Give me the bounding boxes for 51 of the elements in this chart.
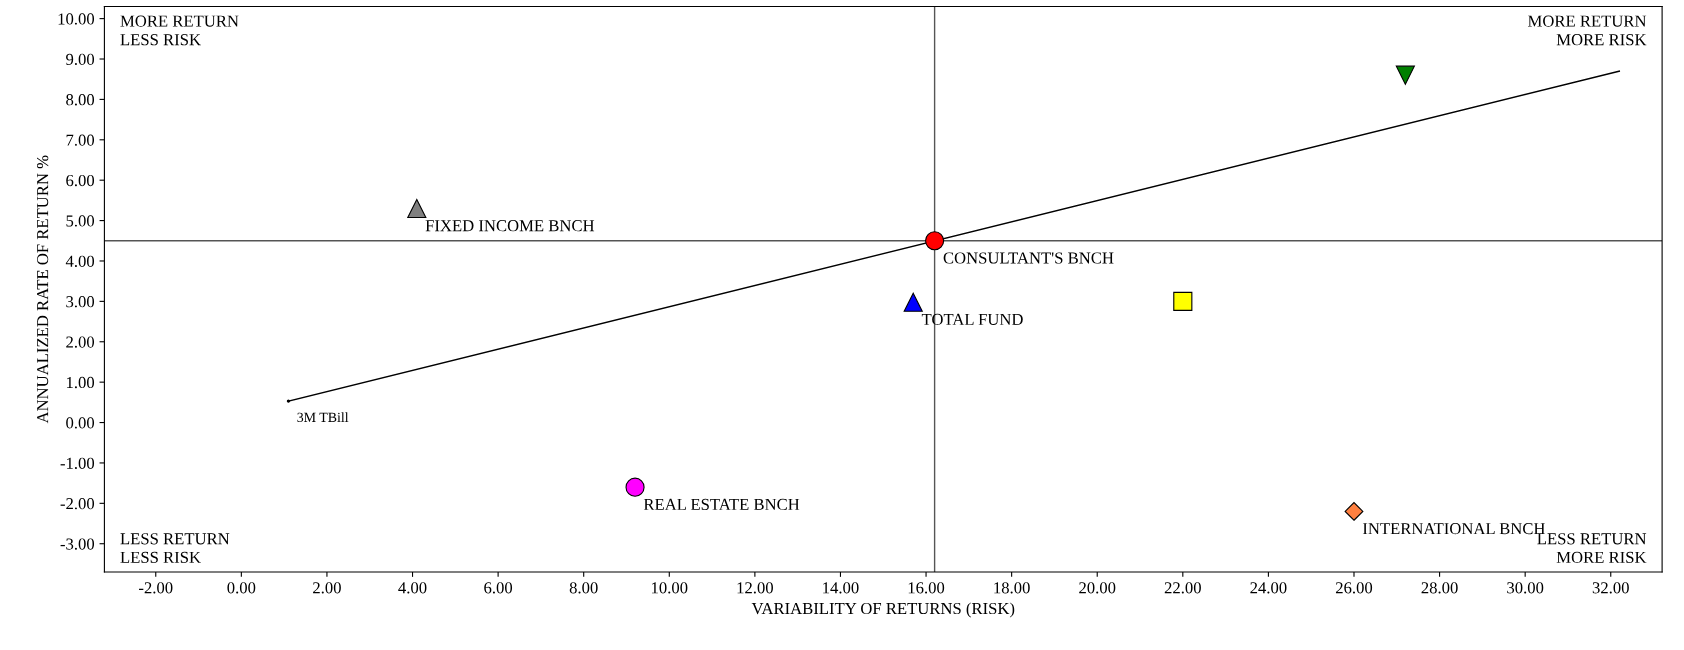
point — [925, 231, 945, 251]
annotation: MORE RETURN MORE RISK — [1528, 15, 1647, 46]
y-tick-label: 7.00 — [66, 134, 95, 146]
y-tick-label: -1.00 — [60, 457, 95, 469]
y-tick-label: 2.00 — [66, 336, 95, 348]
y-tick-label: 10.00 — [58, 13, 95, 25]
x-tick-label: 14.00 — [823, 582, 859, 594]
point — [286, 399, 291, 403]
x-axis-title: VARIABILITY OF RETURNS (RISK) — [751, 602, 1015, 618]
series-label: 3M TBill — [297, 412, 349, 423]
y-axis-title: ANNUALIZED RATE OF RETURN % — [37, 155, 49, 424]
x-tick-label: 12.00 — [737, 582, 773, 594]
series-label: FIXED INCOME BNCH — [425, 220, 595, 232]
y-tick-label: 0.00 — [66, 417, 95, 429]
series-label: REAL ESTATE BNCH — [643, 498, 800, 511]
point — [1344, 502, 1364, 521]
x-tick-label: 20.00 — [1079, 582, 1116, 594]
y-tick-label: 6.00 — [66, 174, 95, 187]
y-tick-label: 3.00 — [66, 296, 95, 308]
x-tick-label: 10.00 — [652, 582, 688, 594]
x-tick-label: 4.00 — [398, 582, 427, 594]
x-tick-label: -2.00 — [139, 582, 173, 594]
x-tick-label: 8.00 — [569, 582, 598, 594]
series-label: INTERNATIONAL BNCH — [1362, 523, 1545, 535]
y-tick-label: 5.00 — [66, 215, 95, 227]
annotation: LESS RETURN MORE RISK — [1537, 533, 1647, 563]
x-tick-label: 32.00 — [1592, 582, 1629, 594]
x-tick-label: 30.00 — [1507, 582, 1544, 594]
annotation: MORE RETURN LESS RISK — [120, 15, 239, 46]
y-tick-label: 8.00 — [66, 94, 95, 106]
point — [625, 477, 645, 497]
x-tick-label: 18.00 — [994, 582, 1030, 594]
point — [903, 292, 923, 312]
x-tick-label: 22.00 — [1164, 582, 1201, 594]
annotation: LESS RETURN LESS RISK — [120, 533, 230, 563]
y-tick-label: 1.00 — [66, 376, 95, 389]
point — [1395, 65, 1415, 85]
x-tick-label: 2.00 — [313, 582, 341, 594]
y-tick-label: 4.00 — [65, 255, 95, 267]
x-tick-label: 28.00 — [1421, 582, 1458, 594]
x-tick-label: 26.00 — [1335, 582, 1373, 594]
y-tick-label: 9.00 — [66, 53, 95, 66]
x-tick-label: 6.00 — [484, 582, 513, 594]
point — [407, 198, 427, 219]
y-tick-label: -3.00 — [60, 538, 95, 550]
point — [1173, 291, 1193, 311]
series-label: CONSULTANT'S BNCH — [943, 252, 1114, 264]
x-tick-label: 16.00 — [908, 582, 945, 594]
x-tick-label: 0.00 — [227, 582, 256, 594]
y-tick-label: -2.00 — [60, 498, 95, 510]
x-tick-label: 24.00 — [1250, 582, 1287, 594]
